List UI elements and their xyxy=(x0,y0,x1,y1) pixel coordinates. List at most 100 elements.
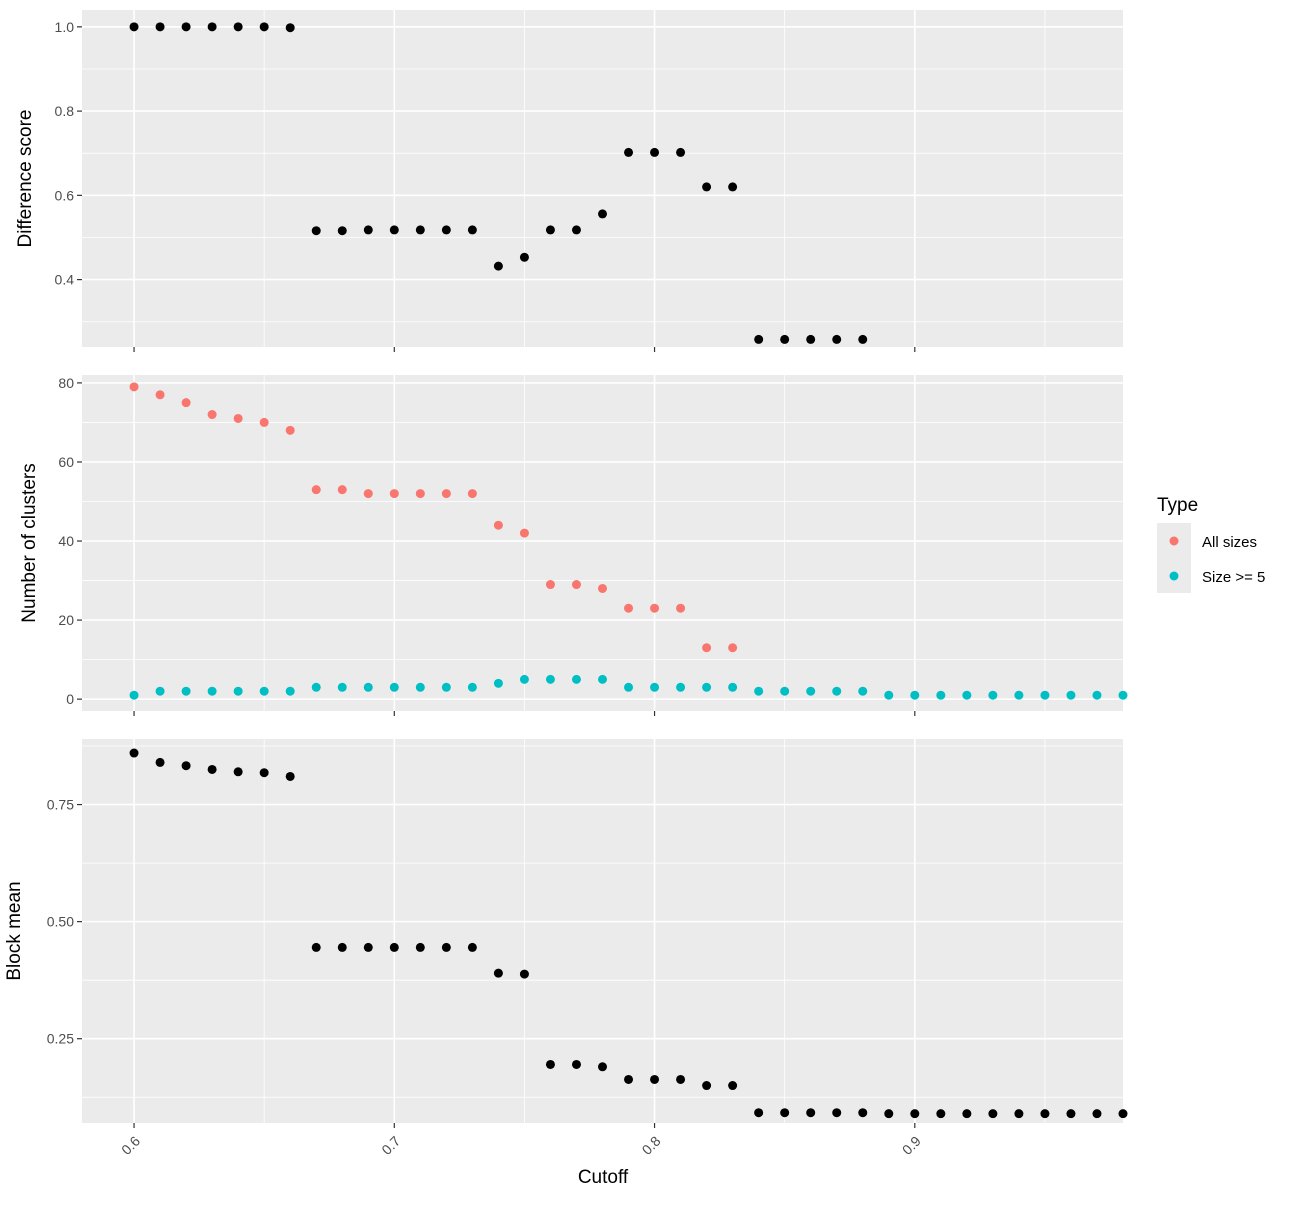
y-tick-label: 0.6 xyxy=(55,187,75,203)
data-point xyxy=(676,147,686,157)
panel-1: 0.4 0.6 0.8 1.0 Difference score xyxy=(15,10,1123,352)
data-point xyxy=(233,686,243,696)
data-point xyxy=(389,225,399,235)
data-point xyxy=(806,1108,816,1118)
series-3-1 xyxy=(129,748,1128,1119)
data-point xyxy=(363,489,373,499)
data-point xyxy=(910,1109,920,1119)
data-point xyxy=(571,1059,581,1069)
data-point xyxy=(624,147,634,157)
data-point xyxy=(233,22,243,32)
data-point xyxy=(806,686,816,696)
data-point xyxy=(181,398,191,408)
data-point xyxy=(962,690,972,700)
data-point xyxy=(754,686,764,696)
data-point xyxy=(129,382,139,392)
data-point xyxy=(962,1109,972,1119)
data-point xyxy=(467,942,477,952)
data-point xyxy=(415,225,425,235)
data-point xyxy=(598,209,607,219)
data-point xyxy=(441,942,451,952)
data-point xyxy=(702,682,712,692)
data-point xyxy=(467,682,477,692)
data-point xyxy=(1118,1109,1128,1119)
data-point xyxy=(545,225,555,235)
data-point xyxy=(233,413,243,423)
data-point xyxy=(389,489,399,499)
data-point xyxy=(988,690,998,700)
data-point xyxy=(415,489,425,499)
y-tick-label: 0.4 xyxy=(55,272,75,288)
data-point xyxy=(1092,690,1102,700)
data-point xyxy=(311,485,321,495)
data-point xyxy=(493,261,503,271)
legend-key-background xyxy=(1157,523,1191,593)
data-point xyxy=(337,942,347,952)
data-point xyxy=(1040,1109,1050,1119)
data-point xyxy=(598,583,607,593)
data-point xyxy=(832,1108,842,1118)
data-point xyxy=(207,22,217,32)
data-point xyxy=(754,334,764,344)
data-point xyxy=(389,942,399,952)
legend-label: All sizes xyxy=(1202,534,1257,551)
data-point xyxy=(1066,690,1076,700)
data-point xyxy=(493,968,503,978)
data-point xyxy=(650,682,660,692)
data-point xyxy=(363,225,373,235)
data-point xyxy=(233,767,243,777)
data-point xyxy=(728,1081,738,1091)
data-point xyxy=(702,643,712,653)
data-point xyxy=(650,147,660,157)
data-point xyxy=(155,390,165,400)
data-point xyxy=(285,425,295,435)
data-point xyxy=(389,682,399,692)
y-tick-label: 1.0 xyxy=(55,19,75,35)
y-tick-label: 40 xyxy=(58,533,74,549)
data-point xyxy=(493,520,503,530)
data-point xyxy=(129,690,139,700)
data-point xyxy=(519,252,529,262)
data-point xyxy=(415,942,425,952)
data-point xyxy=(207,686,217,696)
legend-key xyxy=(1169,536,1179,546)
data-point xyxy=(780,1108,790,1118)
data-point xyxy=(467,489,477,499)
data-point xyxy=(207,410,217,420)
y-tick-label: 0.75 xyxy=(47,797,74,813)
data-point xyxy=(441,489,451,499)
y-tick-label: 0.50 xyxy=(47,914,74,930)
panel-background xyxy=(82,375,1123,711)
panel-background xyxy=(82,739,1123,1123)
data-point xyxy=(858,1108,868,1118)
panels-layer: 0.4 0.6 0.8 1.0 Difference score 0 20 40 60 80 Num… xyxy=(4,10,1128,1158)
data-point xyxy=(337,682,347,692)
data-point xyxy=(571,580,581,590)
data-point xyxy=(598,674,607,684)
series-all-sizes xyxy=(129,382,738,653)
legend-key xyxy=(1169,571,1179,581)
data-point xyxy=(181,761,191,771)
series-size-5 xyxy=(129,674,1128,700)
y-tick-label: 20 xyxy=(58,612,74,628)
data-point xyxy=(285,23,295,33)
data-point xyxy=(337,226,347,236)
legend-title: Type xyxy=(1157,495,1198,516)
data-point xyxy=(728,182,738,192)
data-point xyxy=(571,225,581,235)
data-point xyxy=(311,226,321,236)
data-point xyxy=(598,1062,607,1072)
data-point xyxy=(754,1108,764,1118)
data-point xyxy=(155,686,165,696)
data-point xyxy=(676,682,686,692)
data-point xyxy=(155,757,165,767)
legend-entries: All sizes Size >= 5 xyxy=(1169,534,1265,586)
data-point xyxy=(1118,690,1128,700)
data-point xyxy=(988,1109,998,1119)
data-point xyxy=(910,690,920,700)
data-point xyxy=(519,528,529,538)
data-point xyxy=(936,1109,946,1119)
data-point xyxy=(545,580,555,590)
data-point xyxy=(884,690,894,700)
